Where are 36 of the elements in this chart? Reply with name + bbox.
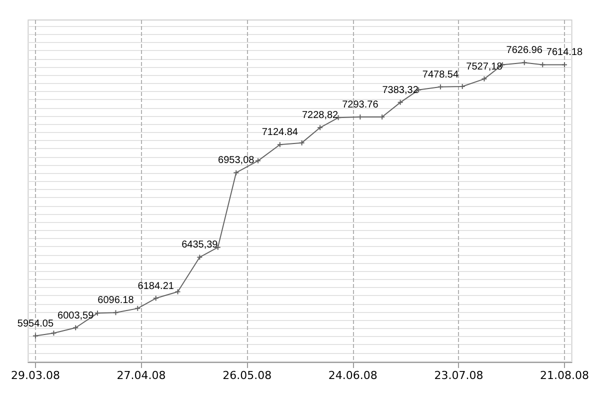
data-label: 5954.05 (17, 318, 54, 330)
point (174, 288, 181, 295)
point (437, 84, 444, 90)
data-label: 7383,32 (382, 84, 419, 96)
data-label: 6435,39 (182, 240, 218, 251)
x-tick-label: 21.08.08 (540, 369, 590, 382)
data-label: 7228,82 (302, 110, 339, 122)
point (481, 76, 488, 82)
point (196, 254, 203, 260)
point (152, 295, 159, 302)
data-label: 7478.54 (422, 69, 459, 80)
data-label: 6953,08 (218, 155, 255, 166)
point (298, 140, 305, 146)
data-label: 6096.18 (98, 295, 134, 306)
x-tick-label: 23.07.08 (434, 369, 484, 382)
point (397, 99, 404, 106)
data-label: 7614.18 (546, 47, 584, 58)
data-label: 6184.21 (138, 280, 174, 292)
point (255, 158, 262, 164)
point (112, 310, 119, 316)
x-tick-label: 24.06.08 (328, 369, 378, 382)
point (521, 60, 528, 66)
point (72, 324, 79, 331)
data-label: 7124.84 (262, 127, 298, 138)
x-tick-label: 27.04.08 (116, 369, 166, 382)
point (50, 330, 57, 336)
point (134, 305, 141, 312)
point (540, 62, 546, 68)
x-tick-label: 26.05.08 (222, 369, 272, 382)
x-tick-label: 29.03.08 (10, 369, 60, 382)
data-label: 6003,59 (58, 310, 94, 322)
point (233, 170, 240, 176)
point (317, 124, 324, 131)
point (276, 142, 283, 148)
data-label: 7293.76 (342, 100, 379, 111)
data-label: 7626.96 (506, 45, 543, 56)
